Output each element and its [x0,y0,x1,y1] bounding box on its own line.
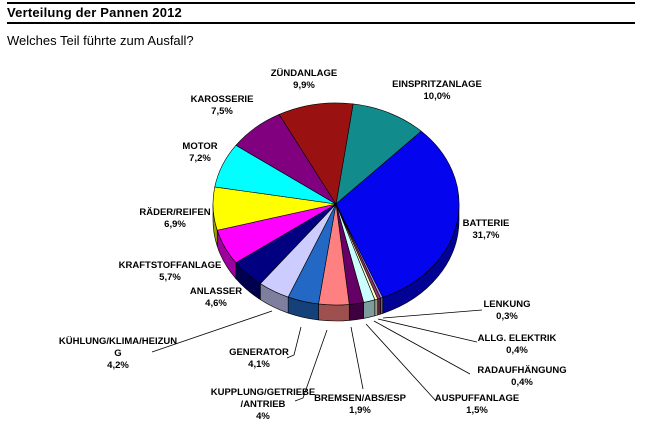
slice-label: EINSPRITZANLAGE 10,0% [392,79,482,102]
slice-label: KAROSSERIE 7,5% [190,94,254,117]
page-title: Verteilung der Pannen 2012 [7,5,182,20]
slice-label: RADAUFHÄNGUNG 0,4% [477,365,567,388]
slice-label: ZÜNDANLAGE 9,9% [270,68,338,91]
slice-label: GENERATOR 4,1% [229,347,289,370]
leader-line [294,329,328,402]
slice-label: RÄDER/REIFEN 6,9% [139,207,211,230]
question-text: Welches Teil führte zum Ausfall? [7,33,194,48]
slice-label: AUSPUFFANLAGE 1,5% [434,393,520,416]
header-rule-top [7,2,635,4]
pie-slice [278,102,354,205]
leader-line [373,320,471,375]
slice-label: LENKUNG 0,3% [483,299,531,322]
header-rule-bottom [7,22,635,24]
slice-label: ANLASSER 4,6% [189,286,243,309]
leader-line [350,326,364,390]
pie-slice [335,103,422,205]
leader-line [382,309,483,319]
slice-label: BREMSEN/ABS/ESP 1,9% [314,393,406,416]
slice-label: KUPPLUNG/GETRIEBE/ANTRIEB 4% [210,387,316,422]
slice-label: MOTOR 7,2% [182,141,218,164]
slice-label: KÜHLUNG/KLIMA/HEIZUN G 4,2% [58,336,178,371]
leader-line [151,310,273,353]
leader-line [365,323,437,402]
slice-label: KRAFTSTOFFANLAGE 5,7% [118,260,222,283]
pie-slice [335,130,460,298]
slice-label: BATTERIE 31,7% [462,218,510,241]
leader-line [286,326,302,359]
leader-line [377,318,478,343]
slice-label: ALLG. ELEKTRIK 0,4% [477,333,557,356]
